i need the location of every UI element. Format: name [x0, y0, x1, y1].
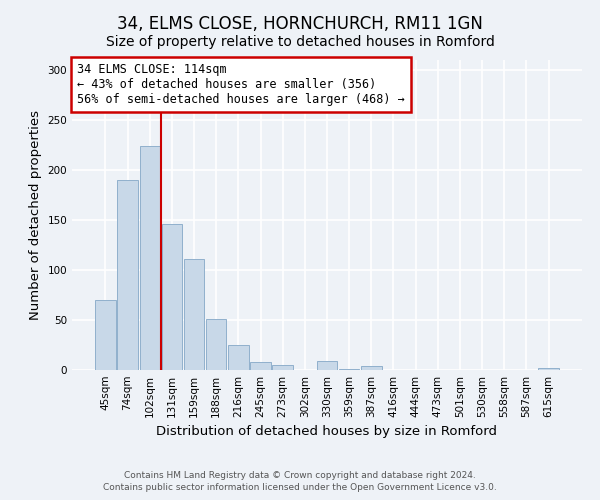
Bar	[228, 345, 248, 370]
Text: Contains HM Land Registry data © Crown copyright and database right 2024.
Contai: Contains HM Land Registry data © Crown c…	[103, 471, 497, 492]
Y-axis label: Number of detached properties: Number of detached properties	[29, 110, 42, 320]
Bar	[161, 224, 182, 370]
Bar	[206, 319, 226, 370]
Text: 34, ELMS CLOSE, HORNCHURCH, RM11 1GN: 34, ELMS CLOSE, HORNCHURCH, RM11 1GN	[117, 15, 483, 33]
Bar	[250, 362, 271, 370]
Bar	[118, 180, 138, 370]
Bar	[538, 368, 559, 370]
Bar	[339, 369, 359, 370]
X-axis label: Distribution of detached houses by size in Romford: Distribution of detached houses by size …	[157, 426, 497, 438]
Text: 34 ELMS CLOSE: 114sqm
← 43% of detached houses are smaller (356)
56% of semi-det: 34 ELMS CLOSE: 114sqm ← 43% of detached …	[77, 63, 405, 106]
Bar	[272, 365, 293, 370]
Bar	[140, 146, 160, 370]
Bar	[361, 366, 382, 370]
Bar	[95, 300, 116, 370]
Bar	[317, 361, 337, 370]
Text: Size of property relative to detached houses in Romford: Size of property relative to detached ho…	[106, 35, 494, 49]
Bar	[184, 259, 204, 370]
